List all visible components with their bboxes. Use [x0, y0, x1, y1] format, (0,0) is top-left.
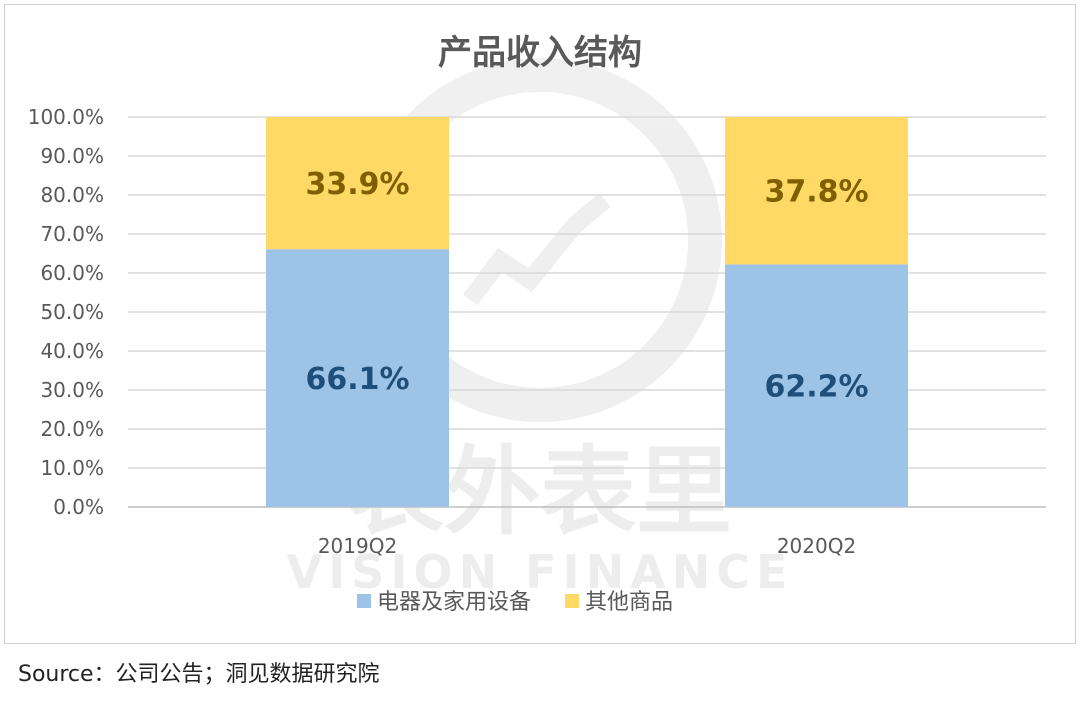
x-tick-label: 2020Q2 [777, 534, 856, 558]
legend: 电器及家用设备 其他商品 [357, 590, 673, 615]
chart-title: 产品收入结构 [438, 33, 642, 73]
y-tick-label: 0.0% [53, 495, 104, 519]
legend-swatch [565, 594, 579, 608]
data-label: 62.2% [764, 370, 868, 405]
y-axis: 0.0% 10.0% 20.0% 30.0% 40.0% 50.0% 60.0% 70.0% 8… [28, 105, 104, 519]
data-label: 37.8% [764, 175, 868, 210]
y-tick-label: 90.0% [40, 144, 104, 168]
y-tick-label: 60.0% [40, 261, 104, 285]
y-tick-label: 70.0% [40, 222, 104, 246]
bar-segment [725, 117, 908, 265]
bars: 66.1% 33.9% 62.2% 37.8% [266, 117, 908, 507]
bar-segment [266, 249, 449, 507]
y-tick-label: 40.0% [40, 339, 104, 363]
data-label: 33.9% [305, 167, 409, 202]
x-tick-label: 2019Q2 [318, 534, 397, 558]
legend-label: 其他商品 [585, 590, 673, 615]
legend-label: 电器及家用设备 [377, 590, 531, 615]
y-tick-label: 30.0% [40, 378, 104, 402]
y-tick-label: 80.0% [40, 183, 104, 207]
x-axis: 2019Q2 2020Q2 [318, 534, 856, 558]
bar-segment [725, 264, 908, 507]
source-note: Source：公司公告；洞见数据研究院 [18, 662, 380, 687]
y-tick-label: 10.0% [40, 456, 104, 480]
y-tick-label: 20.0% [40, 417, 104, 441]
data-label: 66.1% [305, 362, 409, 397]
legend-swatch [357, 594, 371, 608]
watermark-en: VISION FINANCE [287, 545, 794, 599]
y-tick-label: 100.0% [28, 105, 104, 129]
y-tick-label: 50.0% [40, 300, 104, 324]
bar-segment [266, 117, 449, 250]
